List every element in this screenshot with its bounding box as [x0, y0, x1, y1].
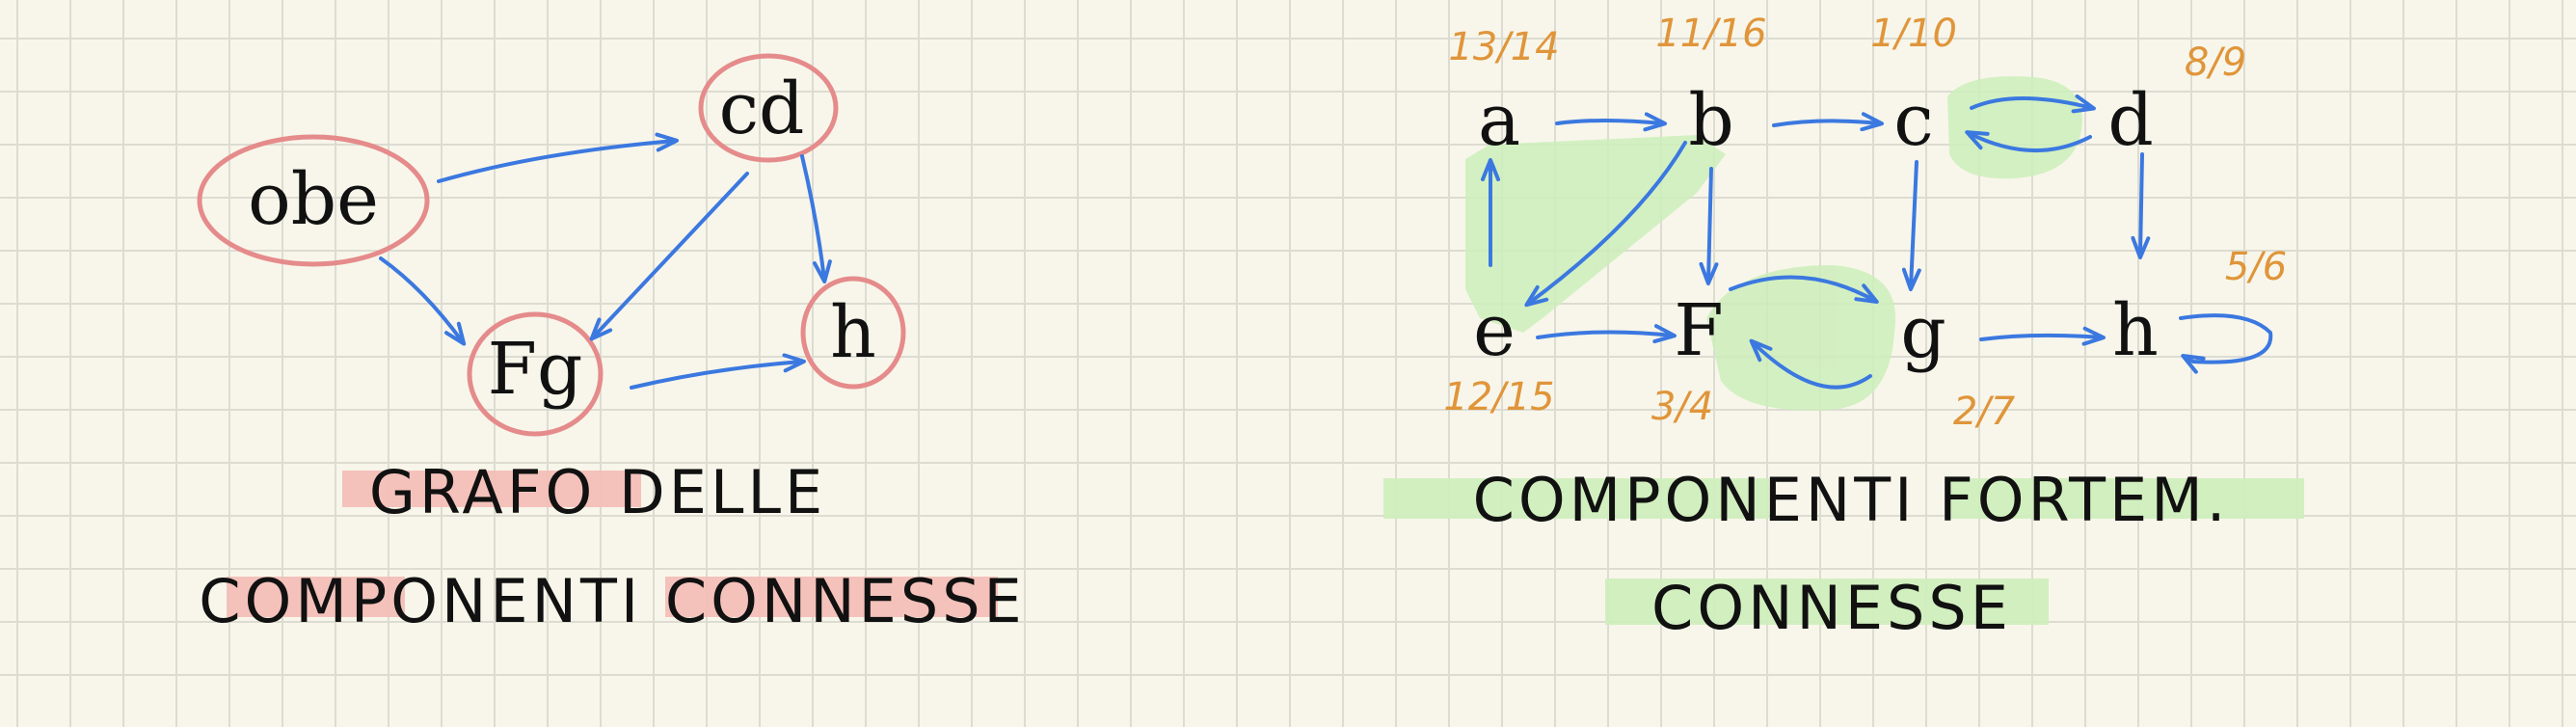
- scc-circle-cd: [698, 53, 839, 163]
- edge-cd-h: [800, 154, 832, 283]
- caption-highlight: [1605, 579, 2049, 625]
- edge-b-e: [1524, 141, 1687, 308]
- right-caption-line1: COMPONENTI FORTEM.: [1473, 465, 2230, 535]
- caption-highlight: [342, 471, 641, 507]
- left-caption-line2: COMPONENTI CONNESSE: [199, 566, 1025, 636]
- edge-g-f: [1749, 338, 1872, 390]
- edge-e-f: [1536, 324, 1677, 344]
- left-caption-line1: GRAFO DELLE: [369, 457, 826, 527]
- left-diagram: obe cd Fg h GRAFO DELLE COMPONENTI CONNE…: [197, 53, 1025, 636]
- scc-circle-obe: [197, 134, 430, 267]
- caption-highlight: [1947, 478, 2304, 519]
- right-diagram: a b c d e F g h 13/14 11/16 1/10 8/9 12/…: [1383, 12, 2304, 643]
- time-label-a: 13/14: [1448, 25, 1559, 69]
- right-caption-line2: CONNESSE: [1651, 573, 2012, 643]
- edge-c-g: [1901, 160, 1921, 291]
- scc-highlight-abe: [1465, 135, 1726, 333]
- edge-h-h-selfloop: [2179, 313, 2273, 374]
- edge-g-h: [1979, 326, 2106, 346]
- time-label-d: 8/9: [2185, 40, 2246, 85]
- caption-highlight: [227, 577, 405, 617]
- node-label-a: a: [1478, 79, 1520, 162]
- time-label-b: 11/16: [1655, 12, 1766, 56]
- scc-circle-fg: [467, 311, 604, 437]
- edge-d-c: [1965, 130, 2092, 152]
- edge-a-b: [1555, 112, 1667, 132]
- edge-obe-fg: [379, 256, 467, 346]
- node-label-obe: obe: [248, 158, 379, 241]
- scc-highlight-fg: [1706, 265, 1896, 411]
- time-label-h: 5/6: [2225, 245, 2287, 289]
- node-label-f: F: [1674, 289, 1723, 372]
- scc-highlight-cd: [1947, 76, 2082, 179]
- node-label-e: e: [1473, 289, 1516, 372]
- edge-c-d: [1970, 94, 2096, 114]
- caption-highlight: [665, 577, 998, 617]
- edge-b-f: [1699, 167, 1719, 285]
- edge-cd-fg: [589, 172, 749, 341]
- node-label-fg: Fg: [488, 328, 583, 411]
- caption-highlight: [1383, 478, 1769, 519]
- node-label-cd: cd: [719, 67, 805, 150]
- edge-b-c: [1772, 112, 1884, 132]
- node-label-c: c: [1893, 79, 1933, 162]
- time-label-g: 2/7: [1953, 390, 2016, 434]
- edge-fg-h: [630, 353, 806, 390]
- node-label-b: b: [1688, 79, 1733, 162]
- edge-obe-cd: [437, 132, 679, 183]
- scc-circle-h: [800, 276, 906, 390]
- edge-f-g: [1729, 275, 1879, 304]
- time-label-e: 12/15: [1443, 375, 1554, 419]
- time-label-c: 1/10: [1870, 12, 1957, 56]
- node-label-h: h: [2112, 289, 2159, 372]
- edge-d-h: [2131, 152, 2151, 259]
- time-label-f: 3/4: [1651, 385, 1713, 429]
- node-label-h: h: [830, 291, 876, 374]
- node-label-g: g: [1900, 291, 1945, 374]
- node-label-d: d: [2107, 79, 2153, 162]
